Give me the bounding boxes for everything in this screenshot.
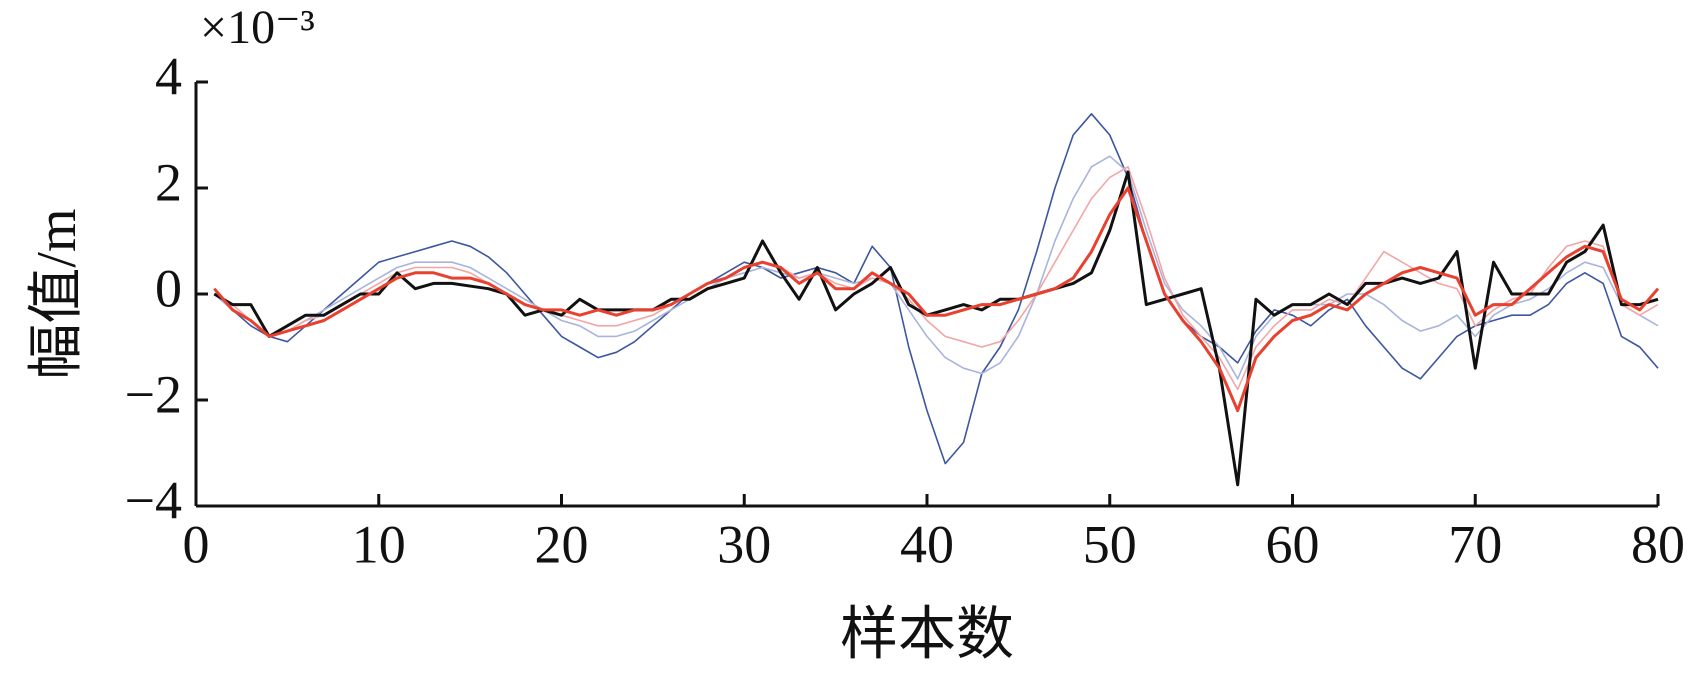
y-tick-label: 2: [155, 152, 182, 212]
series-line: [213, 155, 1659, 380]
y-axis-label: 幅值/m: [26, 208, 88, 379]
x-tick-label: 80: [1631, 514, 1685, 574]
x-tick-label: 20: [535, 514, 589, 574]
x-tick-label: 40: [900, 514, 954, 574]
x-tick-label: 30: [717, 514, 771, 574]
y-tick-label: 0: [155, 258, 182, 318]
y-tick-label: 4: [155, 46, 182, 106]
series-line: [213, 166, 1659, 391]
y-tick-label: −4: [125, 470, 182, 530]
x-tick-label: 50: [1083, 514, 1137, 574]
scale-label: ×10⁻³: [200, 1, 315, 54]
x-tick-label: 60: [1266, 514, 1320, 574]
x-tick-label: 70: [1448, 514, 1502, 574]
series-line: [213, 113, 1659, 465]
x-tick-label: 10: [352, 514, 406, 574]
x-axis-label: 样本数: [840, 601, 1014, 666]
series-line: [213, 186, 1660, 413]
x-tick-label: 0: [183, 514, 210, 574]
y-tick-label: −2: [125, 364, 182, 424]
series-line: [213, 170, 1659, 487]
